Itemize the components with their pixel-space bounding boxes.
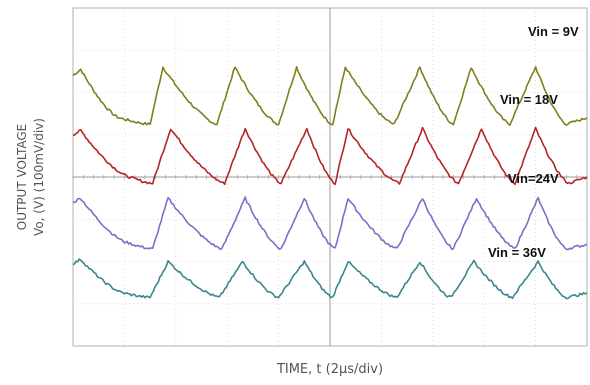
trace-line [72, 196, 588, 251]
trace-label: Vin = 9V [528, 24, 579, 39]
trace-label: Vin = 36V [488, 245, 546, 260]
trace-label: Vin=24V [508, 171, 559, 186]
trace-line [72, 66, 588, 126]
x-axis-label: TIME, t (2µs/div) [276, 362, 384, 377]
trace-label: Vin = 18V [500, 92, 558, 107]
trace-line [72, 258, 588, 300]
trace-labels: Vin = 9V Vin = 18V Vin=24V Vin = 36V [488, 24, 579, 260]
grid [72, 8, 588, 346]
traces [72, 66, 588, 300]
trace-line [72, 126, 588, 186]
